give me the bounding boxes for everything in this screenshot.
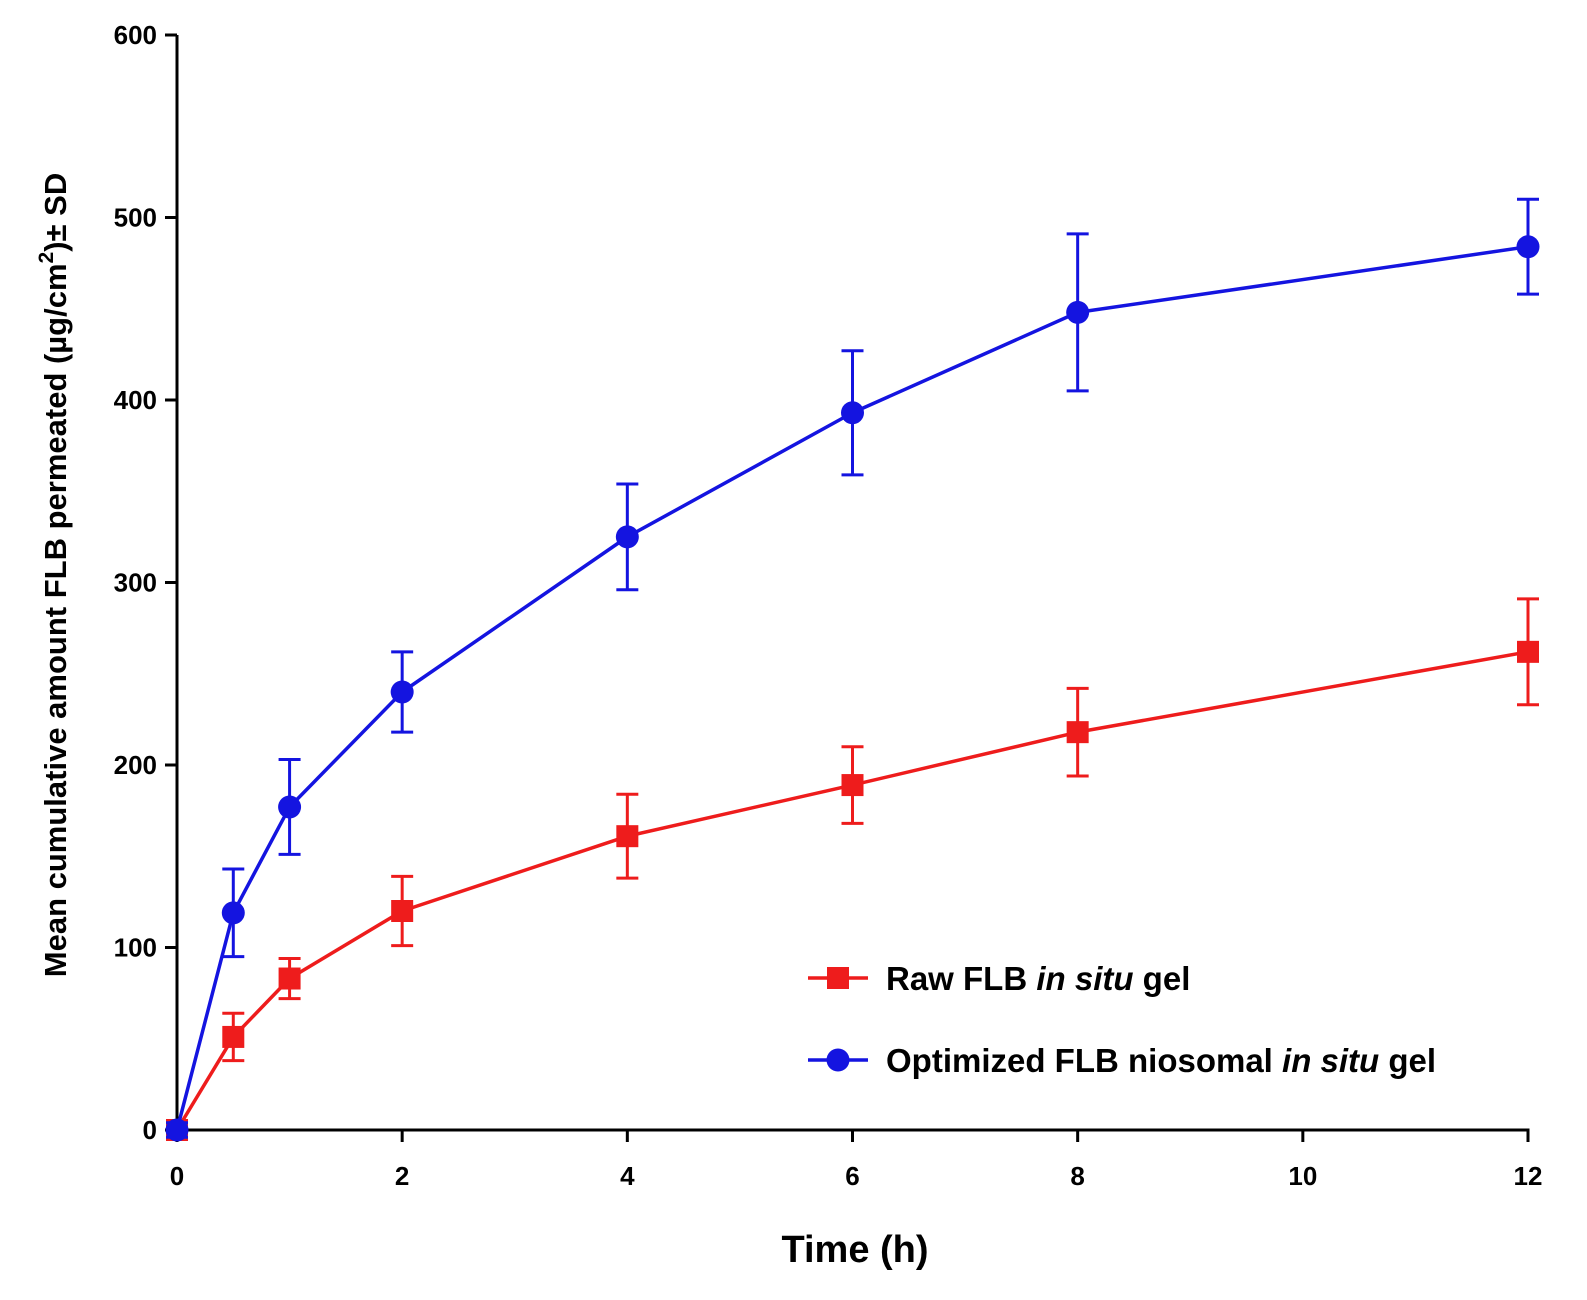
y-tick-label: 400 bbox=[114, 385, 157, 415]
legend-label: Raw FLB in situ gel bbox=[886, 960, 1190, 997]
data-point bbox=[1517, 640, 1539, 663]
x-tick-label: 4 bbox=[620, 1161, 635, 1191]
y-axis-title-unit: µg/cm bbox=[38, 263, 73, 353]
data-point bbox=[278, 795, 302, 819]
data-point bbox=[1066, 300, 1090, 324]
legend-label-text: Optimized FLB niosomal bbox=[886, 1042, 1282, 1079]
legend-item-1: Raw FLB in situ gel bbox=[808, 960, 1190, 997]
y-tick-label: 0 bbox=[143, 1115, 157, 1145]
y-tick-label: 500 bbox=[114, 203, 157, 233]
data-point bbox=[1066, 721, 1089, 744]
data-point bbox=[391, 900, 414, 922]
x-tick-label: 12 bbox=[1514, 1161, 1543, 1191]
legend-label-italic: in situ bbox=[1036, 960, 1133, 997]
data-point bbox=[222, 1025, 245, 1048]
x-tick-label: 8 bbox=[1070, 1161, 1084, 1191]
legend-label-text: gel bbox=[1134, 960, 1191, 997]
legend-item-2: Optimized FLB niosomal in situ gel bbox=[808, 1042, 1436, 1079]
legend-label: Optimized FLB niosomal in situ gel bbox=[886, 1042, 1436, 1079]
y-tick-label: 600 bbox=[114, 20, 157, 50]
x-tick-label: 10 bbox=[1288, 1161, 1317, 1191]
data-point bbox=[841, 774, 864, 797]
y-axis-title-suffix: )± SD bbox=[38, 173, 73, 252]
legend-marker-circle bbox=[826, 1048, 850, 1072]
legend-label-text: gel bbox=[1379, 1042, 1436, 1079]
legend-marker-square bbox=[827, 967, 849, 989]
y-tick-label: 100 bbox=[114, 933, 157, 963]
data-point bbox=[615, 525, 639, 549]
data-point bbox=[616, 825, 639, 848]
axes: 0 100 200 300 400 500 600 0 2 4 6 8 10 12 bbox=[114, 20, 1543, 1191]
series-2 bbox=[165, 197, 1540, 1142]
series-line bbox=[175, 244, 1529, 1131]
data-point bbox=[221, 901, 245, 925]
data-point bbox=[1516, 235, 1540, 259]
legend-label-italic: in situ bbox=[1282, 1042, 1379, 1079]
series-layer bbox=[165, 197, 1540, 1142]
y-tick-label: 200 bbox=[114, 750, 157, 780]
x-tick-label: 2 bbox=[395, 1161, 409, 1191]
data-point bbox=[390, 680, 414, 704]
x-tick-label: 0 bbox=[170, 1161, 184, 1191]
y-axis-title-superscript: 2 bbox=[35, 252, 58, 264]
data-point bbox=[841, 401, 864, 425]
series-1 bbox=[166, 597, 1539, 1141]
data-point bbox=[278, 967, 301, 990]
y-axis-title: Mean cumulative amount FLB permeated (µg… bbox=[35, 173, 73, 977]
data-point bbox=[165, 1118, 189, 1142]
y-axis-title-prefix: Mean cumulative amount FLB permeated ( bbox=[38, 353, 73, 977]
legend-label-text: Raw FLB bbox=[886, 960, 1036, 997]
y-tick-label: 300 bbox=[114, 568, 157, 598]
x-tick-label: 6 bbox=[845, 1161, 859, 1191]
x-axis-title: Time (h) bbox=[781, 1229, 928, 1271]
